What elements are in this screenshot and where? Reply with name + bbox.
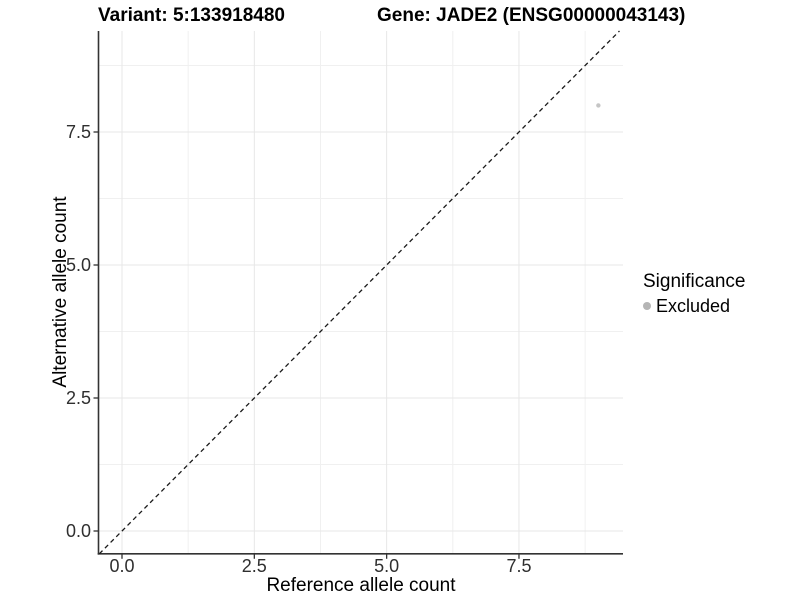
x-tick-label: 5.0 [374,556,400,576]
legend: Significance Excluded [643,271,745,317]
y-tick-label: 2.5 [65,388,91,408]
y-tick-label: 5.0 [65,255,91,275]
legend-entries: Excluded [643,295,745,317]
gene-title: Gene: JADE2 (ENSG00000043143) [377,5,686,26]
variant-title: Variant: 5:133918480 [98,5,285,26]
y-tick-label: 0.0 [65,521,91,541]
legend-title: Significance [643,271,746,292]
y-tick-label: 7.5 [65,122,91,142]
legend-point-icon [643,302,651,310]
legend-entry-label: Excluded [656,295,731,316]
x-tick-label: 0.0 [109,556,135,576]
x-tick-label: 2.5 [241,556,267,576]
x-axis-title: Reference allele count [266,575,456,596]
identity-reference-line [98,30,620,555]
legend-entry: Excluded [643,295,745,317]
data-point [596,103,601,108]
x-tick-label: 7.5 [506,556,532,576]
